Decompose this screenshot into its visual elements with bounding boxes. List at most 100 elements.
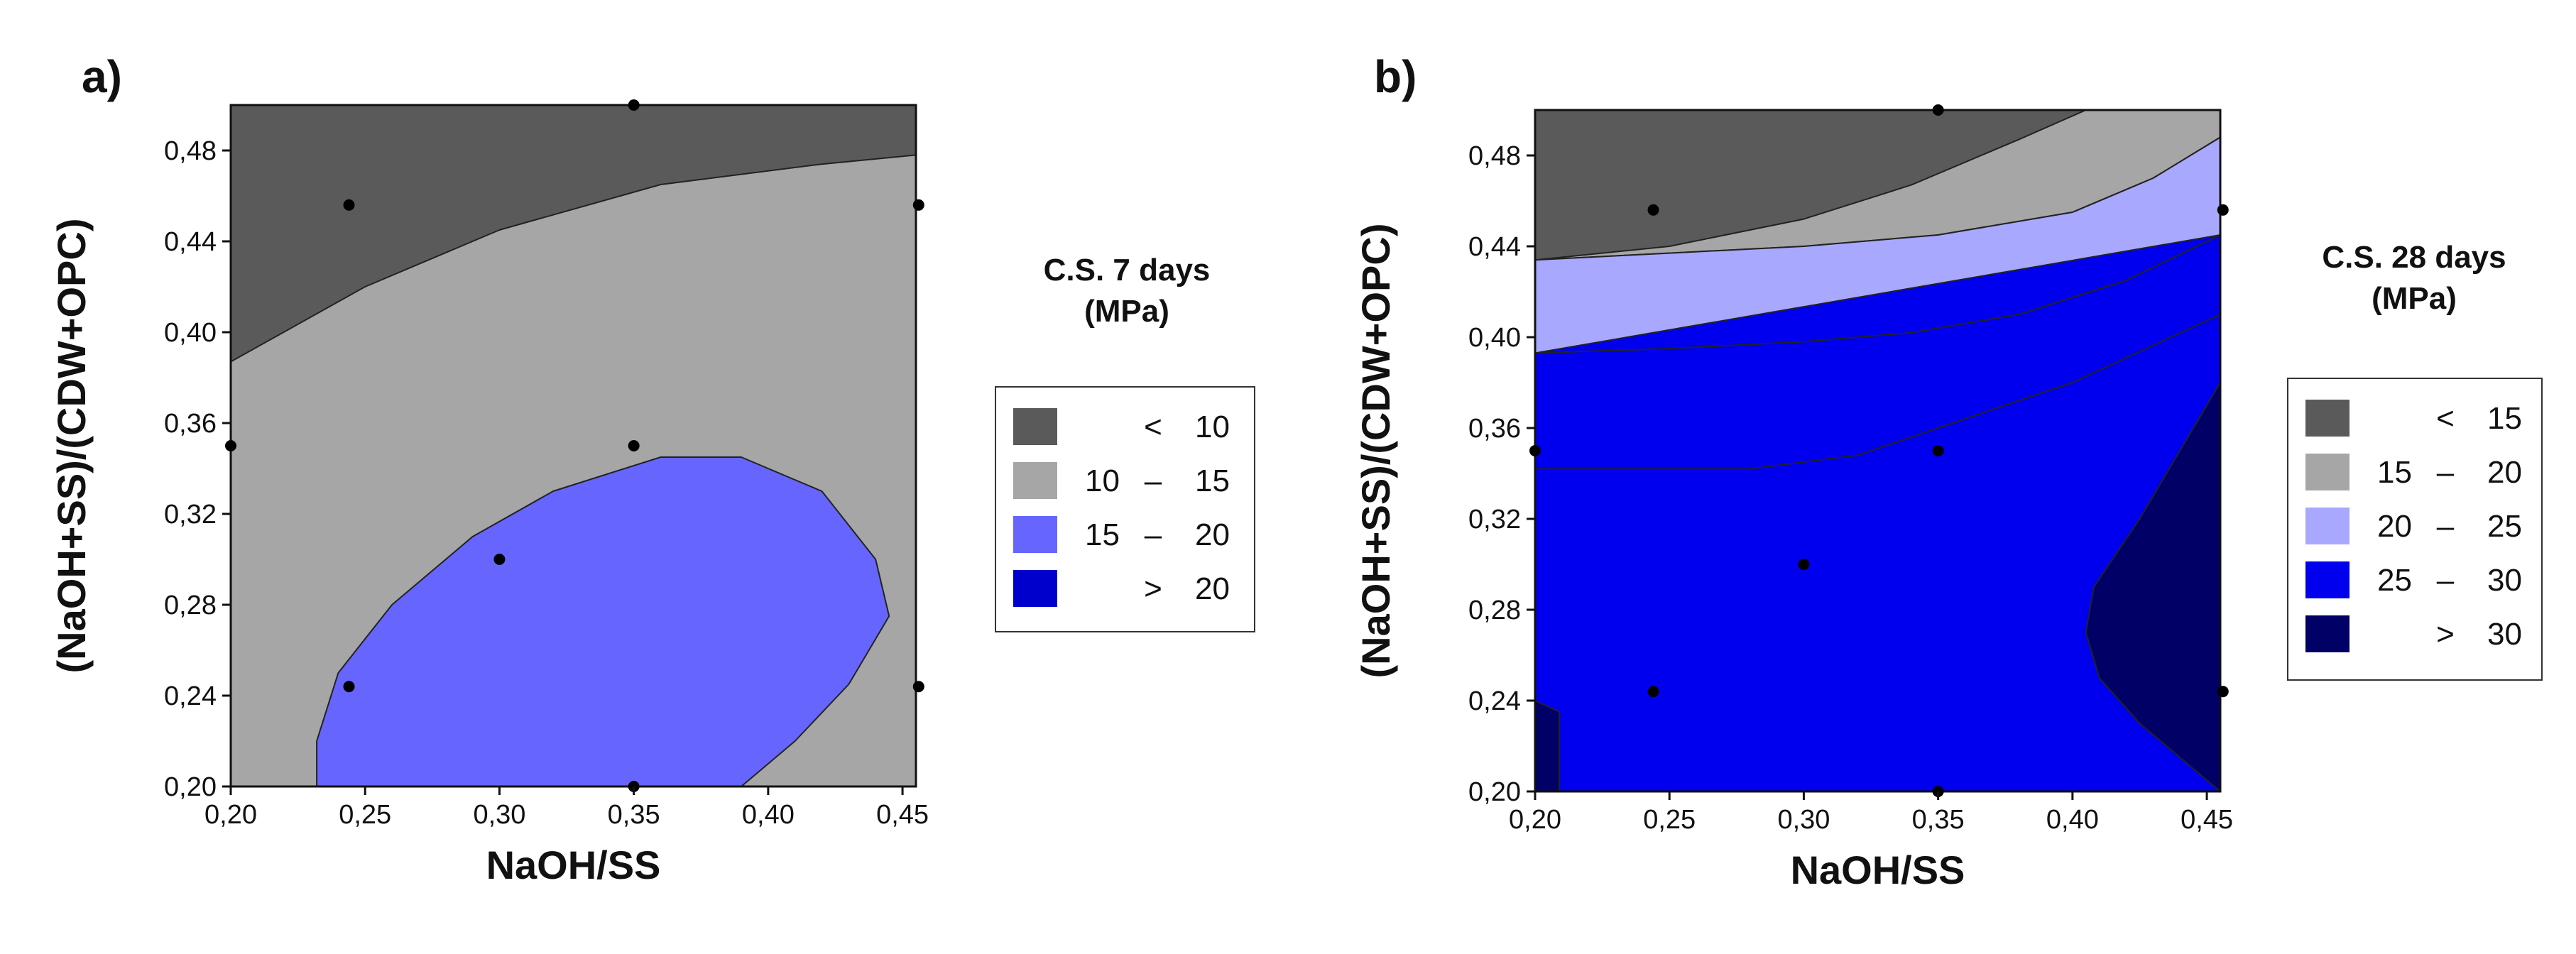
y-tick-label: 0,32 bbox=[164, 500, 217, 530]
legend-swatch bbox=[1013, 408, 1057, 445]
design-point bbox=[912, 199, 924, 211]
design-point bbox=[1647, 686, 1659, 698]
y-tick-label: 0,48 bbox=[1468, 141, 1521, 171]
legend-low-value: 15 bbox=[1085, 517, 1120, 552]
x-tick-label: 0,20 bbox=[204, 800, 257, 830]
legend-operator: > bbox=[1144, 571, 1162, 606]
legend-high-value: 20 bbox=[1195, 517, 1230, 552]
y-tick-label: 0,44 bbox=[1468, 232, 1521, 262]
legend-operator: – bbox=[2437, 563, 2455, 598]
legend-high-value: 15 bbox=[2487, 401, 2522, 436]
y-tick-label: 0,36 bbox=[1468, 414, 1521, 444]
contour-plot-28-days: 0,20 0,25 0,30 0,35 0,40 0,45 0,20 0,24 0,28 0,32… bbox=[1468, 104, 2233, 835]
contour-region-below-10 bbox=[231, 105, 916, 363]
panel-b: b) 0,20 0,25 0,30 0,35 0,40 0,450,200,240,280… bbox=[1353, 51, 2543, 892]
y-tick-label: 0,40 bbox=[164, 318, 217, 348]
legend-swatch bbox=[2305, 508, 2349, 544]
design-point bbox=[1529, 445, 1541, 456]
legend-operator: < bbox=[2436, 401, 2455, 436]
x-axis-label: NaOH/SS bbox=[486, 843, 661, 887]
design-point bbox=[628, 99, 640, 111]
design-point bbox=[1647, 204, 1659, 216]
legend-title: C.S. 7 days bbox=[1044, 253, 1211, 287]
legend-operator: – bbox=[1145, 517, 1162, 552]
legend-high-value: 20 bbox=[2487, 455, 2522, 490]
design-point bbox=[628, 440, 640, 451]
design-point bbox=[225, 440, 236, 451]
contour-region-25-30 bbox=[1535, 234, 2220, 791]
legend-swatch bbox=[2305, 561, 2349, 598]
legend-swatch bbox=[2305, 400, 2349, 437]
legend-low-value: 15 bbox=[2377, 455, 2412, 490]
legend-operator: > bbox=[2436, 617, 2455, 652]
panel-label: a) bbox=[82, 51, 122, 102]
y-tick-label: 0,20 bbox=[164, 772, 217, 802]
x-tick-label: 0,20 bbox=[1509, 805, 1561, 835]
legend-unit: (MPa) bbox=[1084, 294, 1169, 329]
legend-high-value: 30 bbox=[2487, 617, 2522, 652]
legend-swatch bbox=[1013, 462, 1057, 499]
y-tick-label: 0,28 bbox=[1468, 596, 1521, 625]
panel-label: b) bbox=[1374, 51, 1417, 102]
legend-low-value: 20 bbox=[2377, 509, 2412, 544]
contour-region-below-15 bbox=[1535, 110, 2087, 261]
x-tick-label: 0,45 bbox=[2181, 805, 2233, 835]
x-tick-label: 0,30 bbox=[473, 800, 525, 830]
y-axis-label: (NaOH+SS)/(CDW+OPC) bbox=[49, 219, 94, 674]
legend-operator: – bbox=[2437, 455, 2455, 490]
legend-swatch bbox=[2305, 615, 2349, 652]
y-tick-label: 0,40 bbox=[1468, 323, 1521, 353]
legend-swatch bbox=[1013, 516, 1057, 553]
legend-low-value: 25 bbox=[2377, 563, 2412, 598]
legend-title: C.S. 28 days bbox=[2322, 240, 2506, 275]
design-point bbox=[2217, 686, 2229, 698]
y-tick-label: 0,24 bbox=[164, 681, 217, 711]
x-tick-label: 0,35 bbox=[608, 800, 660, 830]
y-tick-label: 0,20 bbox=[1468, 777, 1521, 807]
x-tick-label: 0,40 bbox=[742, 800, 795, 830]
x-tick-label: 0,25 bbox=[1643, 805, 1696, 835]
x-tick-label: 0,45 bbox=[876, 800, 929, 830]
contour-regions bbox=[231, 105, 916, 786]
x-tick-label: 0,35 bbox=[1912, 805, 1965, 835]
contour-plot-7-days: 0,20 0,25 0,30 0,35 0,40 0,45 0,20 0,24 0,28 0,32… bbox=[164, 99, 929, 830]
design-point bbox=[1932, 445, 1944, 456]
y-tick-label: 0,28 bbox=[164, 591, 217, 620]
y-tick-label: 0,44 bbox=[164, 227, 217, 257]
y-axis-label: (NaOH+SS)/(CDW+OPC) bbox=[1353, 224, 1398, 679]
y-tick-label: 0,32 bbox=[1468, 505, 1521, 534]
contour-region-above-30-corner bbox=[1535, 700, 1561, 791]
legend-high-value: 15 bbox=[1195, 464, 1230, 498]
x-axis-label: NaOH/SS bbox=[1791, 848, 1965, 892]
legend-operator: < bbox=[1144, 410, 1162, 444]
contour-regions bbox=[1535, 110, 2220, 791]
legend-swatch bbox=[2305, 454, 2349, 490]
contour-region-15-20 bbox=[316, 456, 890, 786]
y-tick-label: 0,48 bbox=[164, 136, 217, 166]
legend-high-value: 30 bbox=[2487, 563, 2522, 598]
design-point bbox=[1798, 559, 1810, 570]
legend-high-value: 25 bbox=[2487, 509, 2522, 544]
design-point bbox=[343, 681, 355, 693]
design-point bbox=[1932, 104, 1944, 116]
design-point bbox=[343, 199, 355, 211]
y-tick-label: 0,24 bbox=[1468, 686, 1521, 716]
legend-low-value: 10 bbox=[1085, 464, 1120, 498]
legend-operator: – bbox=[2437, 509, 2455, 544]
design-point bbox=[912, 681, 924, 693]
y-tick-label: 0,36 bbox=[164, 409, 217, 439]
x-tick-label: 0,40 bbox=[2046, 805, 2099, 835]
design-point bbox=[2217, 204, 2229, 216]
x-tick-label: 0,30 bbox=[1777, 805, 1830, 835]
legend-high-value: 20 bbox=[1195, 571, 1230, 606]
legend-unit: (MPa) bbox=[2372, 281, 2457, 316]
panel-a: a) 0,20 0,25 0,30 0,35 0,40 0,450,200,240,280… bbox=[49, 51, 1255, 887]
design-point bbox=[493, 554, 506, 565]
legend-operator: – bbox=[1145, 464, 1162, 498]
contour-region-above-30 bbox=[2085, 382, 2220, 791]
legend-swatch bbox=[1013, 570, 1057, 607]
legend-high-value: 10 bbox=[1195, 410, 1230, 444]
